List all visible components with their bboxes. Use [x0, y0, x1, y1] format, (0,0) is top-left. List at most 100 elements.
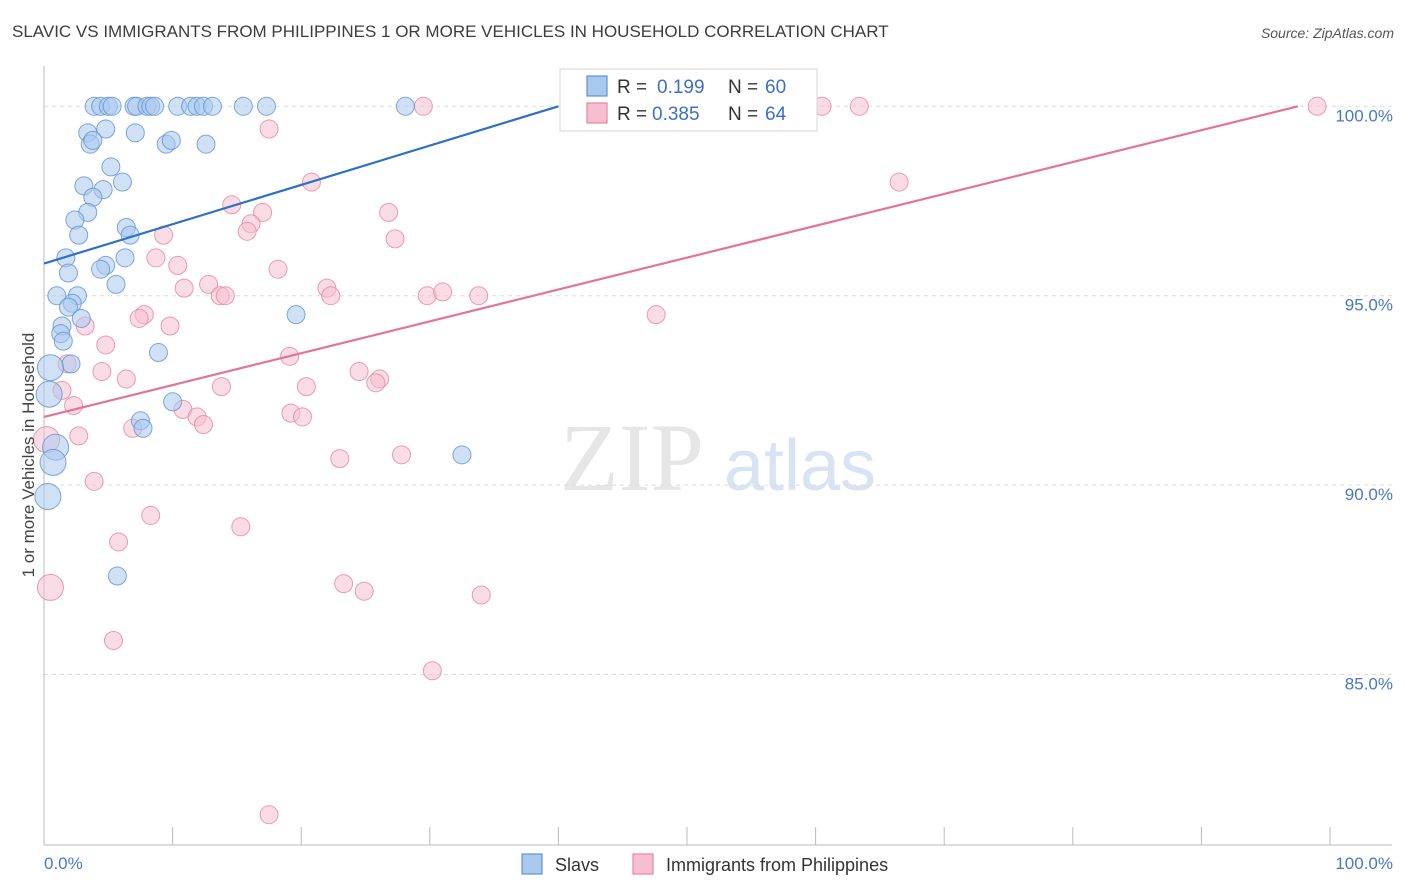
- philippines-point-52: [392, 445, 412, 465]
- slavs-point-27: [112, 172, 132, 192]
- philippines-point-63: [259, 805, 279, 825]
- philippines-point-53: [84, 471, 104, 491]
- y-tick-label-2: 90.0%: [1345, 485, 1393, 504]
- x-tick-label-1: 100.0%: [1335, 854, 1393, 873]
- philippines-point-9: [379, 202, 399, 222]
- slavs-point-23: [161, 130, 181, 150]
- philippines-point-58: [354, 581, 374, 601]
- slavs-point-15: [256, 96, 276, 116]
- philippines-point-36: [116, 369, 136, 389]
- series-legend-label-philippines: Immigrants from Philippines: [666, 855, 888, 875]
- trend-lines: [43, 105, 1299, 419]
- philippines-point-60: [36, 573, 64, 601]
- philippines-point-54: [141, 505, 161, 525]
- legend-r-label-philippines: R =: [617, 104, 647, 125]
- slavs-point-14: [233, 96, 253, 116]
- legend-r-value-philippines: 0.385: [652, 104, 700, 125]
- slavs-point-56: [133, 418, 153, 438]
- slavs-point-8: [145, 96, 165, 116]
- philippines-point-4: [259, 119, 279, 139]
- chart-title: SLAVIC VS IMMIGRANTS FROM PHILIPPINES 1 …: [12, 22, 889, 41]
- source-credit: Source: ZipAtlas.com: [1260, 25, 1394, 41]
- philippines-point-62: [422, 661, 442, 681]
- slavs-point-25: [101, 157, 121, 177]
- slavs-point-51: [61, 354, 81, 374]
- philippines-point-40: [296, 377, 316, 397]
- series-legend-label-slavs: Slavs: [555, 855, 599, 875]
- philippines-point-57: [334, 574, 354, 594]
- philippines-point-35: [349, 361, 369, 381]
- slavs-point-40: [106, 274, 126, 294]
- slavs-point-59: [39, 448, 67, 476]
- philippines-point-39: [211, 377, 231, 397]
- philippines-point-2: [849, 96, 869, 116]
- philippines-point-28: [129, 308, 149, 328]
- slavs-point-13: [202, 96, 222, 116]
- slavs-point-45: [286, 305, 306, 325]
- y-axis-label: 1 or more Vehicles in Household: [19, 333, 38, 578]
- slavs-point-39: [58, 263, 78, 283]
- slavs-point-36: [115, 248, 135, 268]
- slavs-point-53: [35, 380, 63, 408]
- philippines-point-11: [237, 221, 257, 241]
- x-tick-labels: 0.0% 100.0%: [44, 854, 1393, 873]
- legend-n-label-philippines: N =: [728, 104, 758, 125]
- legend-swatch-philippines: [586, 102, 608, 124]
- philippines-point-22: [215, 286, 235, 306]
- philippines-point-24: [433, 282, 453, 302]
- philippines-point-34: [92, 361, 112, 381]
- watermark-zip: ZIP: [560, 404, 704, 511]
- philippines-point-8: [253, 202, 273, 222]
- philippines-point-55: [231, 517, 251, 537]
- philippines-point-18: [174, 278, 194, 298]
- axes: [43, 66, 1392, 846]
- slavs-point-46: [71, 308, 91, 328]
- slavs-trend-line: [43, 105, 559, 265]
- y-tick-label-0: 100.0%: [1335, 106, 1393, 125]
- slavs-point-19: [125, 123, 145, 143]
- slavs-point-49: [53, 331, 73, 351]
- slavs-point-38: [91, 259, 111, 279]
- slavs-point-34: [69, 225, 89, 245]
- legend-n-label-slavs: N =: [728, 77, 758, 98]
- philippines-point-20: [321, 286, 341, 306]
- slavs-point-18: [96, 119, 116, 139]
- philippines-point-26: [646, 305, 666, 325]
- philippines-point-15: [168, 255, 188, 275]
- y-tick-label-3: 85.0%: [1345, 675, 1393, 694]
- series-legend-swatch-philippines: [632, 853, 654, 875]
- philippines-point-30: [160, 316, 180, 336]
- correlation-legend: R = 0.199 N = 60 R = 0.385 N = 64: [559, 68, 818, 132]
- philippines-point-25: [469, 286, 489, 306]
- y-tick-label-1: 95.0%: [1345, 296, 1393, 315]
- series-legend-swatch-slavs: [521, 853, 543, 875]
- legend-swatch-slavs: [586, 75, 608, 97]
- philippines-point-49: [69, 426, 89, 446]
- philippines-point-13: [385, 229, 405, 249]
- slavs-point-16: [395, 96, 415, 116]
- legend-n-value-slavs: 60: [765, 77, 786, 98]
- slavs-point-60: [34, 482, 62, 510]
- x-tick-label-0: 0.0%: [44, 854, 83, 873]
- slavs-point-54: [163, 392, 183, 412]
- philippines-point-46: [292, 407, 312, 427]
- philippines-point-7: [222, 195, 242, 215]
- philippines-point-47: [193, 415, 213, 435]
- slavs-point-61: [107, 566, 127, 586]
- y-tick-labels: 100.0% 95.0% 90.0% 85.0%: [1335, 106, 1393, 693]
- philippines-point-31: [96, 335, 116, 355]
- slavs-point-58: [452, 445, 472, 465]
- philippines-point-3: [1307, 96, 1327, 116]
- philippines-point-16: [268, 259, 288, 279]
- legend-r-label-slavs: R =: [617, 77, 647, 98]
- slavs-point-21: [83, 130, 103, 150]
- slavs-point-50: [148, 343, 168, 363]
- philippines-point-56: [109, 532, 129, 552]
- legend-n-value-philippines: 64: [765, 104, 787, 125]
- slavs-point-3: [102, 96, 122, 116]
- slavs-point-52: [36, 354, 64, 382]
- legend-r-value-slavs: 0.199: [657, 77, 705, 98]
- philippines-point-6: [889, 172, 909, 192]
- philippines-trend-line: [43, 105, 1299, 419]
